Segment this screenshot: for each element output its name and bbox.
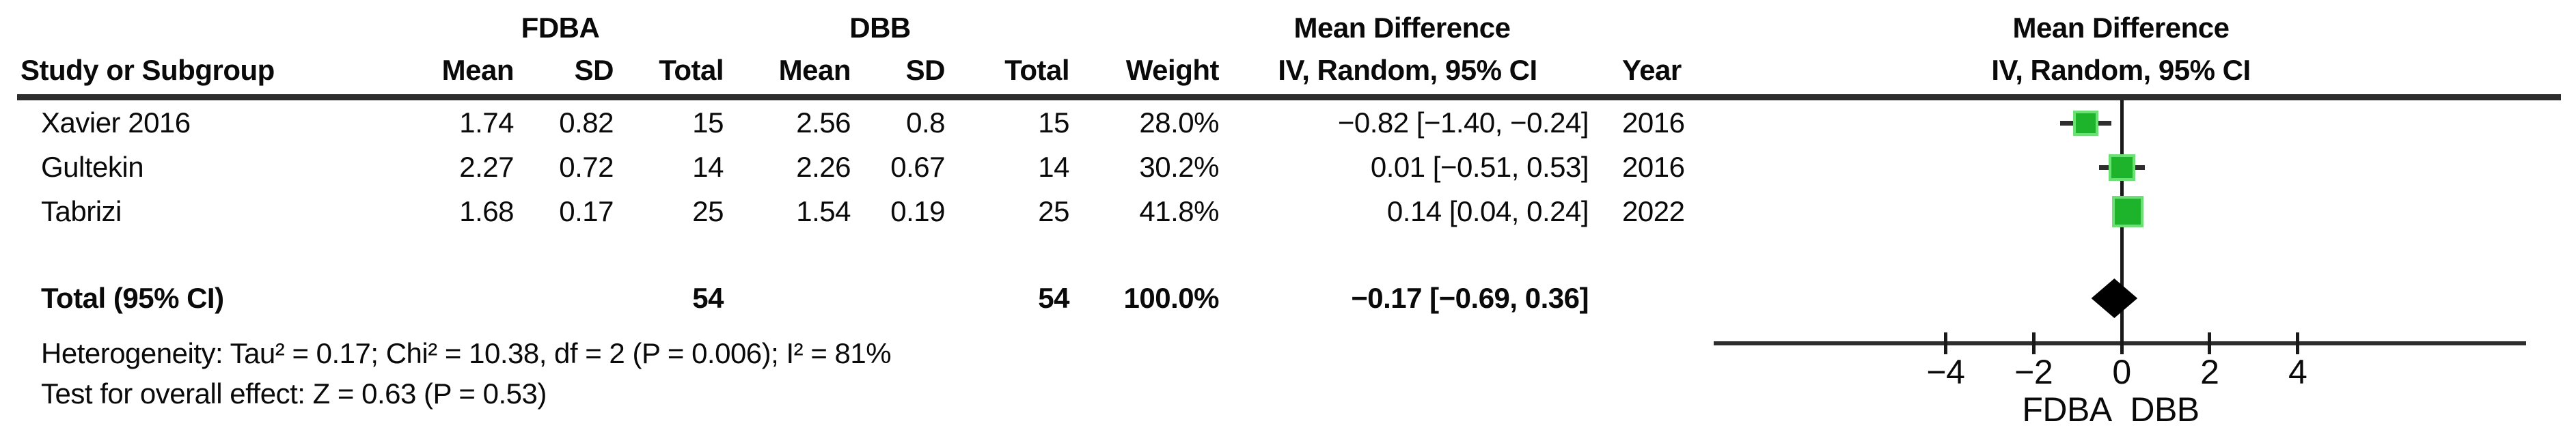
mean1-value: 2.27 (459, 151, 514, 183)
total1-value: 25 (692, 195, 724, 227)
total1-value: 15 (692, 106, 724, 139)
total1-value: 14 (692, 151, 724, 183)
total2-value: 14 (1038, 151, 1069, 183)
sd2-value: 0.8 (906, 106, 945, 139)
year-value: 2016 (1622, 106, 1685, 139)
mean2-value: 1.54 (796, 195, 851, 227)
total-total1-value: 54 (692, 282, 724, 314)
ci-value: 0.14 [0.04, 0.24] (1386, 195, 1589, 227)
study-name: Xavier 2016 (41, 106, 191, 139)
axis-tick-label: −2 (2014, 353, 2053, 391)
col-header-sd2: SD (905, 54, 946, 86)
col-header-total1: Total (659, 54, 724, 86)
year-value: 2022 (1622, 195, 1685, 227)
total-diamond (2091, 278, 2138, 318)
total-ci-value: −0.17 [−0.69, 0.36] (1351, 282, 1589, 314)
weight-value: 30.2% (1139, 151, 1219, 183)
group-header-dbb: DBB (849, 12, 911, 44)
study-marker (2072, 110, 2098, 136)
axis-tick (2120, 332, 2124, 354)
header-divider-line (17, 94, 2561, 100)
col-header-sd1: SD (574, 54, 614, 86)
axis-tick-label: 2 (2200, 353, 2219, 391)
heterogeneity-text: Heterogeneity: Tau² = 0.17; Chi² = 10.38… (41, 337, 892, 369)
axis-tick-label: 0 (2112, 353, 2131, 391)
col-header-ci: IV, Random, 95% CI (1278, 54, 1537, 86)
weight-value: 41.8% (1139, 195, 1219, 227)
total2-value: 15 (1038, 106, 1069, 139)
axis-tick-label: −4 (1926, 353, 1965, 391)
group-header-md-table: Mean Difference (1293, 12, 1511, 44)
mean1-value: 1.68 (459, 195, 514, 227)
sd2-value: 0.67 (890, 151, 945, 183)
sd1-value: 0.72 (559, 151, 614, 183)
total-weight-value: 100.0% (1123, 282, 1220, 314)
col-header-mean2: Mean (778, 54, 851, 86)
favours-left-label: FDBA (2022, 390, 2112, 429)
favours-right-label: DBB (2130, 390, 2200, 429)
axis-tick (1943, 332, 1947, 354)
col-header-weight: Weight (1125, 54, 1220, 86)
col-header-ci-plot: IV, Random, 95% CI (1991, 54, 2251, 86)
weight-value: 28.0% (1139, 106, 1219, 139)
total2-value: 25 (1038, 195, 1069, 227)
sd2-value: 0.19 (890, 195, 945, 227)
col-header-total2: Total (1004, 54, 1069, 86)
axis-tick-label: 4 (2288, 353, 2307, 391)
sd1-value: 0.17 (559, 195, 614, 227)
group-header-fdba: FDBA (521, 12, 600, 44)
axis-tick (2031, 332, 2036, 354)
total-label: Total (95% CI) (41, 282, 224, 314)
group-header-md-plot: Mean Difference (2012, 12, 2230, 44)
axis-tick (2208, 332, 2212, 354)
ci-value: −0.82 [−1.40, −0.24] (1337, 106, 1589, 139)
study-marker (2112, 196, 2144, 227)
col-header-year: Year (1622, 54, 1682, 86)
col-header-mean1: Mean (441, 54, 515, 86)
ci-value: 0.01 [−0.51, 0.53] (1370, 151, 1589, 183)
mean2-value: 2.56 (796, 106, 851, 139)
year-value: 2016 (1622, 151, 1685, 183)
study-name: Tabrizi (41, 195, 122, 227)
axis-tick (2296, 332, 2300, 354)
sd1-value: 0.82 (559, 106, 614, 139)
study-name: Gultekin (41, 151, 144, 183)
mean1-value: 1.74 (459, 106, 514, 139)
mean2-value: 2.26 (796, 151, 851, 183)
total-total2-value: 54 (1038, 282, 1069, 314)
col-header-study: Study or Subgroup (20, 54, 275, 86)
study-marker (2109, 154, 2136, 181)
overall-effect-text: Test for overall effect: Z = 0.63 (P = 0… (41, 377, 547, 410)
